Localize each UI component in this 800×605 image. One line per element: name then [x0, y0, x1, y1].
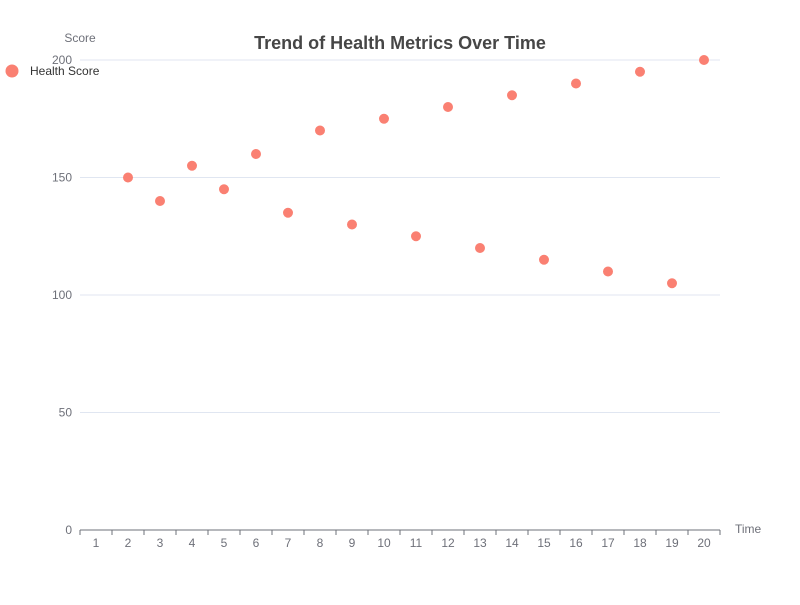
- grid-lines: [80, 59, 720, 413]
- y-tick-label: 50: [59, 406, 73, 420]
- x-tick-label: 1: [93, 536, 100, 550]
- data-point[interactable]: [379, 113, 389, 124]
- y-tick-label: 100: [52, 288, 72, 302]
- x-axis-ticks: 1 2 3 4 5 6 7 8 9 10 11 12 13 14 15 16 17 18 19 20: [79, 530, 721, 550]
- chart-title: Trend of Health Metrics Over Time: [254, 33, 546, 53]
- data-point[interactable]: [347, 219, 357, 230]
- legend-label[interactable]: Health Score: [30, 64, 100, 78]
- x-tick-label: 8: [317, 536, 324, 550]
- x-tick-label: 3: [157, 536, 164, 550]
- data-point[interactable]: [251, 149, 261, 159]
- x-tick-label: 2: [125, 536, 132, 550]
- data-point[interactable]: [443, 102, 453, 112]
- data-point[interactable]: [635, 66, 645, 77]
- x-tick-label: 6: [253, 536, 260, 550]
- data-point[interactable]: [315, 125, 325, 136]
- data-point[interactable]: [219, 184, 229, 195]
- x-tick-label: 17: [601, 536, 615, 550]
- x-tick-label: 18: [633, 536, 647, 550]
- legend-marker[interactable]: [5, 64, 19, 78]
- y-tick-label: 200: [52, 53, 72, 67]
- x-tick-label: 5: [221, 536, 228, 550]
- x-tick-label: 19: [665, 536, 679, 550]
- x-tick-label: 14: [505, 536, 519, 550]
- data-point[interactable]: [283, 207, 293, 218]
- data-point[interactable]: [539, 254, 549, 265]
- x-tick-label: 20: [697, 536, 711, 550]
- legend[interactable]: Health Score: [5, 64, 100, 78]
- data-point[interactable]: [507, 90, 517, 101]
- x-tick-label: 9: [349, 536, 356, 550]
- data-point[interactable]: [699, 55, 709, 65]
- y-axis-label: Score: [64, 31, 96, 45]
- data-point[interactable]: [187, 160, 197, 171]
- data-point[interactable]: [155, 196, 165, 206]
- x-tick-label: 12: [441, 536, 455, 550]
- y-tick-label: 150: [52, 171, 72, 185]
- data-point[interactable]: [123, 172, 133, 183]
- x-tick-label: 13: [473, 536, 487, 550]
- data-points: [123, 55, 709, 289]
- data-point[interactable]: [411, 231, 421, 242]
- x-tick-label: 10: [377, 536, 391, 550]
- x-tick-label: 7: [285, 536, 292, 550]
- x-tick-label: 4: [189, 536, 196, 550]
- x-tick-label: 15: [537, 536, 551, 550]
- data-point[interactable]: [603, 266, 613, 277]
- y-axis-ticks: 0 50 100 150 200: [52, 53, 72, 537]
- x-tick-label: 11: [410, 536, 423, 550]
- y-tick-label: 0: [65, 523, 72, 537]
- data-point[interactable]: [475, 243, 485, 253]
- data-point[interactable]: [571, 78, 581, 89]
- data-point[interactable]: [667, 278, 677, 289]
- x-tick-label: 16: [569, 536, 583, 550]
- x-axis-label: Time: [735, 522, 762, 536]
